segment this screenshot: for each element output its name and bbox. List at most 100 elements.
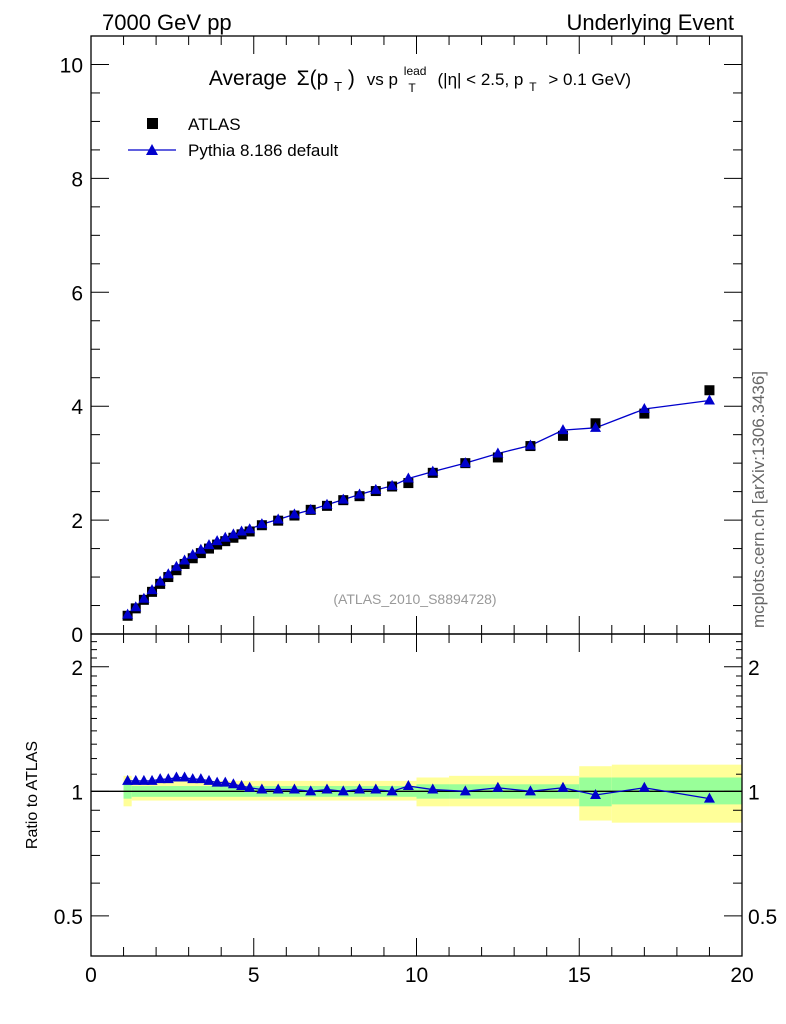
ratio-point bbox=[427, 783, 439, 794]
ratio-y-tick-label-left: 2 bbox=[71, 657, 83, 680]
title-sup-lead: lead bbox=[404, 64, 427, 78]
ratio-y-tick-label-right: 1 bbox=[748, 781, 760, 804]
ratio-point bbox=[211, 776, 223, 787]
pythia-point bbox=[427, 465, 439, 476]
ratio-y-axis-label: Ratio to ATLAS bbox=[24, 741, 41, 849]
ratio-point bbox=[354, 783, 366, 794]
pythia-point bbox=[354, 488, 366, 499]
title-eta: (|η| < 2.5, p bbox=[438, 70, 524, 89]
ratio-panel-tick-labels: 0.5 0.51 12 20 5 10 15 20 bbox=[54, 657, 777, 987]
x-tick-label: 0 bbox=[85, 964, 97, 987]
pythia-point bbox=[227, 528, 239, 539]
ratio-point bbox=[187, 773, 199, 784]
title-vs: vs p bbox=[367, 70, 398, 89]
header-right: Underlying Event bbox=[566, 10, 734, 35]
pythia-point bbox=[256, 518, 268, 529]
main-panel: 0 2 4 6 8 10 Average Σ(p T ) vs p lead T (|η|… bbox=[60, 35, 743, 647]
ratio-point bbox=[138, 774, 150, 785]
pythia-point bbox=[557, 424, 569, 435]
pythia-point bbox=[638, 403, 650, 414]
title-prefix: Average bbox=[209, 67, 287, 90]
ratio-point bbox=[337, 785, 349, 796]
pythia-point bbox=[386, 479, 398, 490]
ratio-panel-ticks bbox=[90, 634, 743, 957]
ratio-point bbox=[244, 781, 256, 792]
ratio-point bbox=[236, 780, 248, 791]
reference-label: (ATLAS_2010_S8894728) bbox=[333, 591, 496, 607]
pythia-point bbox=[524, 439, 536, 450]
ratio-point bbox=[122, 774, 134, 785]
title-cut: > 0.1 GeV) bbox=[548, 70, 631, 89]
y-tick-label: 4 bbox=[71, 396, 83, 419]
chart-title: Average Σ(p T ) vs p lead T (|η| < 2.5, … bbox=[209, 57, 631, 97]
title-sigma: Σ(p bbox=[297, 67, 329, 90]
ratio-point bbox=[146, 774, 158, 785]
x-tick-label: 10 bbox=[405, 964, 428, 987]
pythia-point bbox=[154, 575, 166, 586]
ratio-y-tick-label-left: 1 bbox=[71, 781, 83, 804]
pythia-point bbox=[179, 554, 191, 565]
ratio-y-tick-label-right: 2 bbox=[748, 657, 760, 680]
atlas-point bbox=[557, 430, 568, 441]
pythia-point bbox=[236, 525, 248, 536]
ratio-point bbox=[219, 776, 231, 787]
ratio-point bbox=[154, 773, 166, 784]
legend-atlas-label: ATLAS bbox=[188, 115, 241, 134]
pythia-point bbox=[459, 457, 471, 468]
pythia-point bbox=[138, 592, 150, 603]
main-panel-y-tick-labels: 0 2 4 6 8 10 bbox=[60, 54, 84, 647]
atlas-point bbox=[403, 478, 414, 489]
ratio-point bbox=[179, 771, 191, 782]
main-panel-ticks bbox=[90, 35, 743, 635]
ratio-y-tick-label-right: 0.5 bbox=[748, 906, 777, 929]
ratio-point bbox=[162, 773, 174, 784]
x-tick-label: 15 bbox=[568, 964, 591, 987]
pythia-point bbox=[272, 513, 284, 524]
title-close: ) bbox=[348, 67, 355, 90]
pythia-line bbox=[127, 399, 710, 616]
ratio-point bbox=[227, 778, 239, 789]
ratio-point bbox=[492, 781, 504, 792]
pythia-point bbox=[170, 560, 182, 571]
pythia-point bbox=[402, 472, 414, 483]
pythia-point bbox=[370, 483, 382, 494]
ratio-panel: 0.5 0.51 12 20 5 10 15 20 Ratio to ATLAS bbox=[24, 633, 777, 987]
main-panel-series bbox=[122, 385, 715, 621]
ratio-point bbox=[402, 780, 414, 791]
pythia-point bbox=[211, 535, 223, 546]
pythia-point bbox=[187, 548, 199, 559]
pythia-point bbox=[492, 447, 504, 458]
header-left: 7000 GeV pp bbox=[102, 10, 232, 35]
ratio-point bbox=[288, 783, 300, 794]
atlas-point bbox=[639, 408, 650, 419]
title-sub-t: T bbox=[334, 79, 342, 94]
ratio-series bbox=[122, 771, 715, 803]
pythia-point bbox=[219, 531, 231, 542]
ratio-point bbox=[130, 774, 142, 785]
ratio-point bbox=[321, 783, 333, 794]
legend-pythia-label: Pythia 8.186 default bbox=[188, 141, 339, 160]
legend-pythia-marker bbox=[146, 144, 158, 155]
ratio-point bbox=[170, 771, 182, 782]
ratio-point bbox=[256, 783, 268, 794]
pythia-point bbox=[203, 539, 215, 550]
ratio-point bbox=[703, 792, 715, 803]
pythia-point bbox=[122, 608, 134, 619]
ratio-point bbox=[195, 773, 207, 784]
ratio-point bbox=[386, 785, 398, 796]
y-tick-label: 10 bbox=[60, 54, 83, 77]
watermark: mcplots.cern.ch [arXiv:1306.3436] bbox=[749, 371, 768, 628]
x-tick-label: 20 bbox=[730, 964, 753, 987]
ratio-point bbox=[203, 774, 215, 785]
ratio-point bbox=[305, 785, 317, 796]
ratio-point bbox=[638, 781, 650, 792]
title-sub-t-3: T bbox=[529, 80, 537, 94]
pythia-point bbox=[244, 523, 256, 534]
y-tick-label: 6 bbox=[71, 282, 83, 305]
pythia-point bbox=[195, 543, 207, 554]
ratio-point bbox=[459, 785, 471, 796]
ratio-point bbox=[370, 783, 382, 794]
y-tick-label: 0 bbox=[71, 624, 83, 647]
pythia-point bbox=[590, 421, 602, 432]
x-tick-label: 5 bbox=[248, 964, 260, 987]
